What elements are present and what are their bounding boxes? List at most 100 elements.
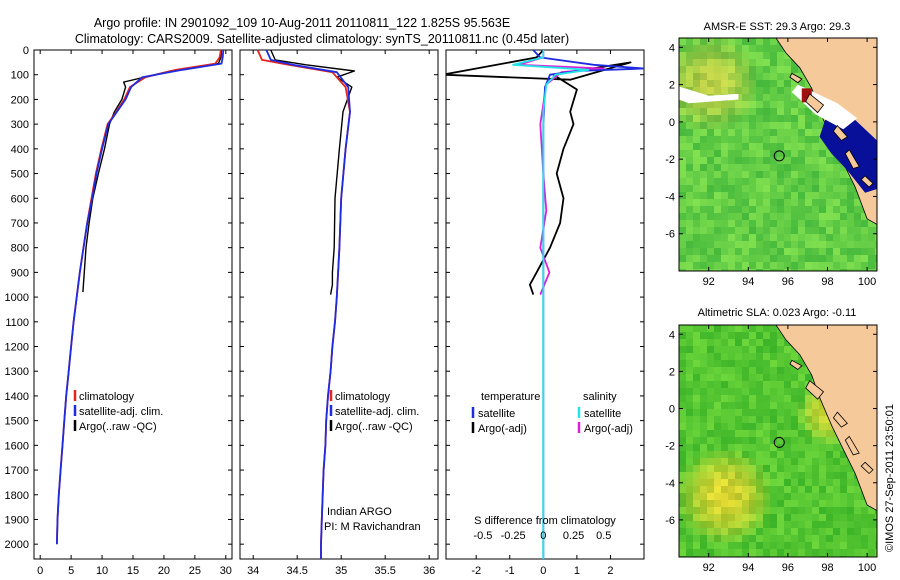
map-cell — [721, 227, 728, 234]
map-cell — [721, 248, 728, 255]
map-cell — [812, 241, 819, 248]
map-cell — [812, 514, 819, 521]
map-cell — [826, 472, 833, 479]
map-cell — [679, 437, 686, 444]
map-cell — [735, 185, 742, 192]
map-cell — [819, 150, 826, 157]
plot-frame — [445, 49, 645, 560]
map-cell — [854, 486, 861, 493]
map-cell — [770, 479, 777, 486]
map-cell — [700, 178, 707, 185]
map-cell — [833, 479, 840, 486]
figure-title-line2: Climatology: CARS2009. Satellite-adjuste… — [75, 32, 569, 46]
map-cell — [749, 451, 756, 458]
map-cell — [763, 528, 770, 535]
map-cell — [784, 80, 791, 87]
map-cell — [749, 171, 756, 178]
map-cell — [735, 416, 742, 423]
map-cell — [735, 332, 742, 339]
map-cell — [742, 374, 749, 381]
map-cell — [693, 87, 700, 94]
map-cell — [749, 45, 756, 52]
map-cell — [728, 241, 735, 248]
map-cell — [749, 164, 756, 171]
map-cell — [742, 542, 749, 549]
map-frame — [678, 37, 878, 272]
map-cell — [700, 458, 707, 465]
map-cell — [679, 451, 686, 458]
map-cell — [784, 339, 791, 346]
map-cell — [805, 269, 812, 271]
map-cell — [707, 178, 714, 185]
map-cell — [777, 521, 784, 528]
map-cell — [812, 185, 819, 192]
map-cell — [714, 136, 721, 143]
map-cell — [686, 171, 693, 178]
map-cell — [784, 59, 791, 66]
map-cell — [700, 332, 707, 339]
map-cell — [721, 213, 728, 220]
map-cell — [693, 332, 700, 339]
x-tick-label: -2 — [471, 565, 481, 577]
map-cell — [735, 514, 742, 521]
map-cell — [714, 150, 721, 157]
map-cell — [805, 423, 812, 430]
map-cell — [777, 108, 784, 115]
map-cell — [847, 486, 854, 493]
map-cell — [749, 73, 756, 80]
map-cell — [707, 430, 714, 437]
map-cell — [728, 220, 735, 227]
map-cell — [749, 486, 756, 493]
map-cell — [686, 262, 693, 269]
map-cell — [714, 45, 721, 52]
y-tick-label: 4 — [669, 42, 675, 54]
map-cell — [707, 143, 714, 150]
map-cell — [686, 479, 693, 486]
map-cell — [693, 507, 700, 514]
map-cell — [686, 241, 693, 248]
map-cell — [798, 458, 805, 465]
map-cell — [714, 500, 721, 507]
map-cell — [861, 528, 868, 535]
map-cell — [770, 38, 777, 45]
map-cell — [728, 192, 735, 199]
map-cell — [707, 388, 714, 395]
map-cell — [777, 227, 784, 234]
map-cell — [770, 269, 777, 271]
map-cell — [700, 353, 707, 360]
map-cell — [735, 59, 742, 66]
map-cell — [770, 122, 777, 129]
map-cell — [707, 129, 714, 136]
map-cell — [805, 437, 812, 444]
map-cell — [826, 241, 833, 248]
series-group — [446, 50, 644, 559]
map-cell — [679, 248, 686, 255]
map-cell — [749, 94, 756, 101]
map-cell — [756, 122, 763, 129]
map-cell — [798, 157, 805, 164]
map-cell — [826, 164, 833, 171]
map-cell — [812, 451, 819, 458]
map-cell — [798, 185, 805, 192]
map-cell — [742, 87, 749, 94]
map-cell — [728, 388, 735, 395]
map-cell — [721, 549, 728, 556]
map-cell — [833, 255, 840, 262]
map-cell — [840, 171, 847, 178]
map-cell — [714, 157, 721, 164]
map-cell — [700, 451, 707, 458]
map-cell — [805, 542, 812, 549]
map-cell — [707, 150, 714, 157]
map-cell — [812, 178, 819, 185]
map-cell — [735, 444, 742, 451]
map-cell — [749, 346, 756, 353]
map-cell — [805, 514, 812, 521]
x-tick-label: 92 — [703, 276, 715, 288]
map-cell — [742, 66, 749, 73]
map-cell — [721, 122, 728, 129]
depth-tick-label: 1200 — [5, 342, 29, 354]
map-cell — [840, 528, 847, 535]
map-cell — [798, 164, 805, 171]
map-cell — [749, 115, 756, 122]
island — [832, 124, 848, 142]
